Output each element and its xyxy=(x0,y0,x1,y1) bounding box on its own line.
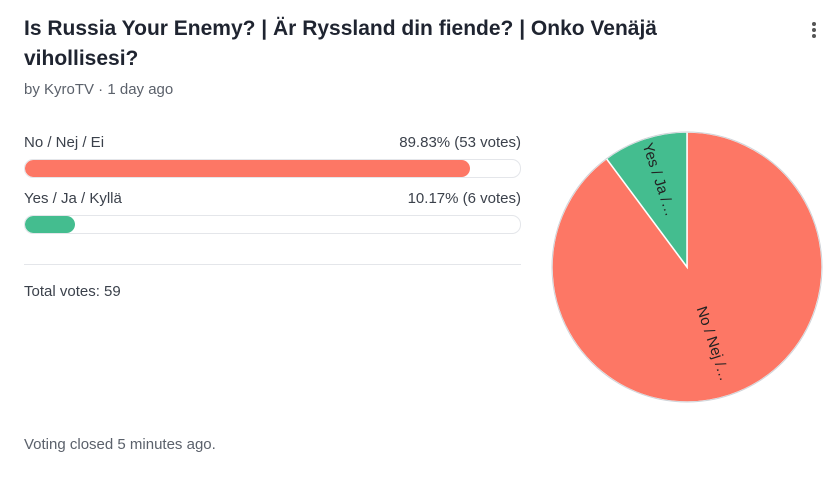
pie-outline xyxy=(551,131,823,403)
bar-track xyxy=(24,159,521,178)
option-result: 10.17% (6 votes) xyxy=(407,190,521,207)
poll-title: Is Russia Your Enemy? | Är Ryssland din … xyxy=(24,17,657,70)
byline: by KyroTV · 1 day ago xyxy=(24,81,174,98)
poll-option: Yes / Ja / Kyllä 10.17% (6 votes) xyxy=(24,190,521,234)
bar-track xyxy=(24,215,521,234)
total-votes: Total votes: 59 xyxy=(24,283,121,300)
option-label: No / Nej / Ei xyxy=(24,134,105,151)
option-result: 89.83% (53 votes) xyxy=(399,134,521,151)
divider xyxy=(24,264,521,265)
option-label: Yes / Ja / Kyllä xyxy=(24,190,122,207)
bar-fill xyxy=(25,160,470,177)
pie-chart: No / Nej /…Yes / Ja /… xyxy=(551,131,823,403)
poll-option: No / Nej / Ei 89.83% (53 votes) xyxy=(24,134,521,178)
menu-button[interactable] xyxy=(812,22,820,40)
option-row: No / Nej / Ei 89.83% (53 votes) xyxy=(24,134,521,154)
bar-fill xyxy=(25,216,76,233)
footer: Voting closed 5 minutes ago. xyxy=(24,436,216,453)
option-row: Yes / Ja / Kyllä 10.17% (6 votes) xyxy=(24,190,521,210)
